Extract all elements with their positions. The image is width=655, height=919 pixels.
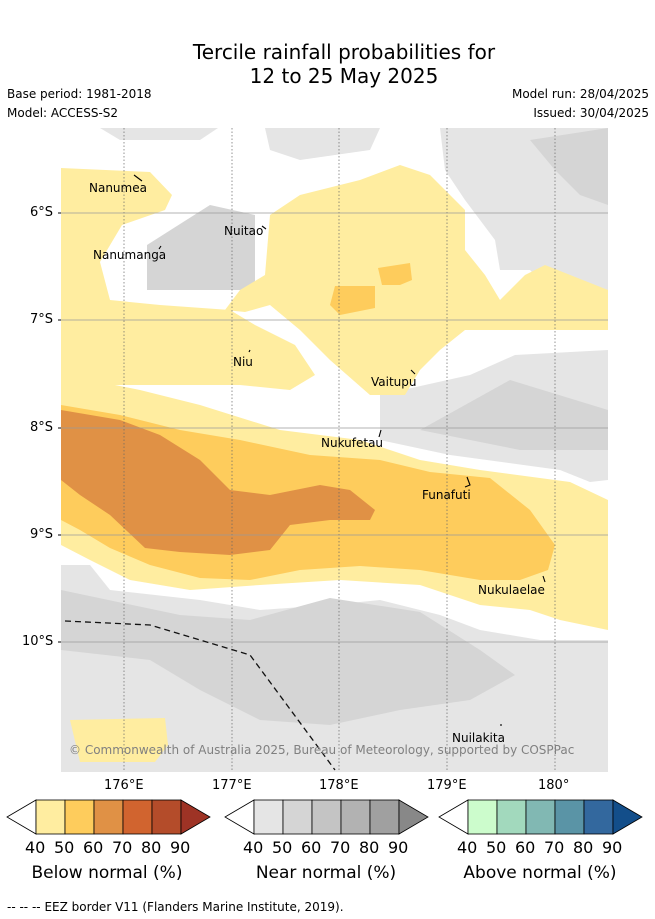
place-label-funafuti: Funafuti (422, 488, 471, 502)
lat-ticks (58, 212, 61, 643)
place-label-vaitupu: Vaitupu (371, 375, 417, 389)
eez-legend-line-symbol: -- -- -- (7, 900, 45, 914)
model-name: Model: ACCESS-S2 (7, 106, 119, 120)
lon-label-180: 180° (538, 778, 570, 793)
eez-legend-text: EEZ border V11 (Flanders Marine Institut… (44, 900, 344, 914)
model-run: Model run: 28/04/2025 (511, 87, 649, 101)
near-tick-90: 90 (388, 838, 409, 857)
above-tick-80: 80 (573, 838, 594, 857)
below-normal-50-region-small-1 (330, 286, 375, 315)
lat-label-8s: 8°S (30, 420, 54, 435)
near-normal-region-northeast-dark (530, 128, 608, 205)
graticule (123, 128, 556, 772)
issued-date: Issued: 30/04/2025 (533, 106, 649, 120)
below-normal-40-region-southwest (70, 718, 168, 762)
eez-border-line (64, 620, 336, 771)
below-tick-80: 80 (141, 838, 162, 857)
lon-label-178e: 178°E (319, 778, 359, 793)
eez-legend: -- -- -- EEZ border V11 (Flanders Marine… (7, 900, 344, 914)
place-label-nuitao: Nuitao (224, 224, 264, 238)
below-tick-90: 90 (170, 838, 191, 857)
copyright-notice: © Commonwealth of Australia 2025, Bureau… (69, 743, 575, 757)
colorbar-above-normal (438, 799, 643, 835)
near-normal-region-east-dark (420, 380, 608, 450)
lon-label-179e: 179°E (427, 778, 467, 793)
below-tick-40: 40 (25, 838, 46, 857)
near-tick-80: 80 (359, 838, 380, 857)
place-label-nukulaelae: Nukulaelae (478, 583, 545, 597)
near-normal-region-north-centre (265, 128, 380, 160)
above-tick-50: 50 (486, 838, 507, 857)
title-line-2: 12 to 25 May 2025 (249, 64, 439, 88)
colorbar-below-label: Below normal (%) (31, 863, 183, 883)
place-label-nanumanga: Nanumanga (93, 248, 167, 262)
above-tick-70: 70 (544, 838, 565, 857)
lon-label-176e: 176°E (104, 778, 144, 793)
near-tick-60: 60 (301, 838, 322, 857)
near-tick-70: 70 (330, 838, 351, 857)
near-normal-region-nanumanga (147, 205, 255, 290)
colorbar-near-normal (224, 799, 429, 835)
lat-label-7s: 7°S (30, 312, 54, 327)
lon-label-177e: 177°E (212, 778, 252, 793)
below-tick-60: 60 (83, 838, 104, 857)
place-label-nuilakita: Nuilakita (452, 731, 505, 745)
title-line-1: Tercile rainfall probabilities for (192, 40, 496, 64)
below-tick-50: 50 (54, 838, 75, 857)
colorbar-above-label: Above normal (%) (463, 863, 617, 883)
lat-label-9s: 9°S (30, 527, 54, 542)
near-normal-region-south-dark (61, 590, 515, 725)
below-normal-40-region-central (225, 165, 608, 395)
colorbar-near-label: Near normal (%) (255, 863, 397, 883)
below-normal-60-region (61, 410, 375, 555)
near-tick-50: 50 (272, 838, 293, 857)
above-tick-90: 90 (602, 838, 623, 857)
above-tick-40: 40 (457, 838, 478, 857)
place-label-niu: Niu (233, 355, 253, 369)
base-period: Base period: 1981-2018 (7, 87, 152, 101)
latitude-lines (61, 212, 608, 643)
place-label-nukufetau: Nukufetau (321, 436, 384, 450)
lat-label-10s: 10°S (22, 634, 54, 649)
probability-shading (61, 128, 608, 772)
colorbar-below-normal (6, 799, 211, 835)
map-title: Tercile rainfall probabilities for 12 to… (0, 40, 655, 88)
lat-label-6s: 6°S (30, 205, 54, 220)
below-normal-50-region-small-2 (378, 263, 412, 285)
island-outlines (133, 174, 546, 726)
below-normal-40-region-north (61, 168, 315, 390)
above-tick-60: 60 (515, 838, 536, 857)
below-tick-70: 70 (112, 838, 133, 857)
near-normal-region-north (100, 128, 218, 140)
place-label-nanumea: Nanumea (89, 181, 147, 195)
near-tick-40: 40 (243, 838, 264, 857)
